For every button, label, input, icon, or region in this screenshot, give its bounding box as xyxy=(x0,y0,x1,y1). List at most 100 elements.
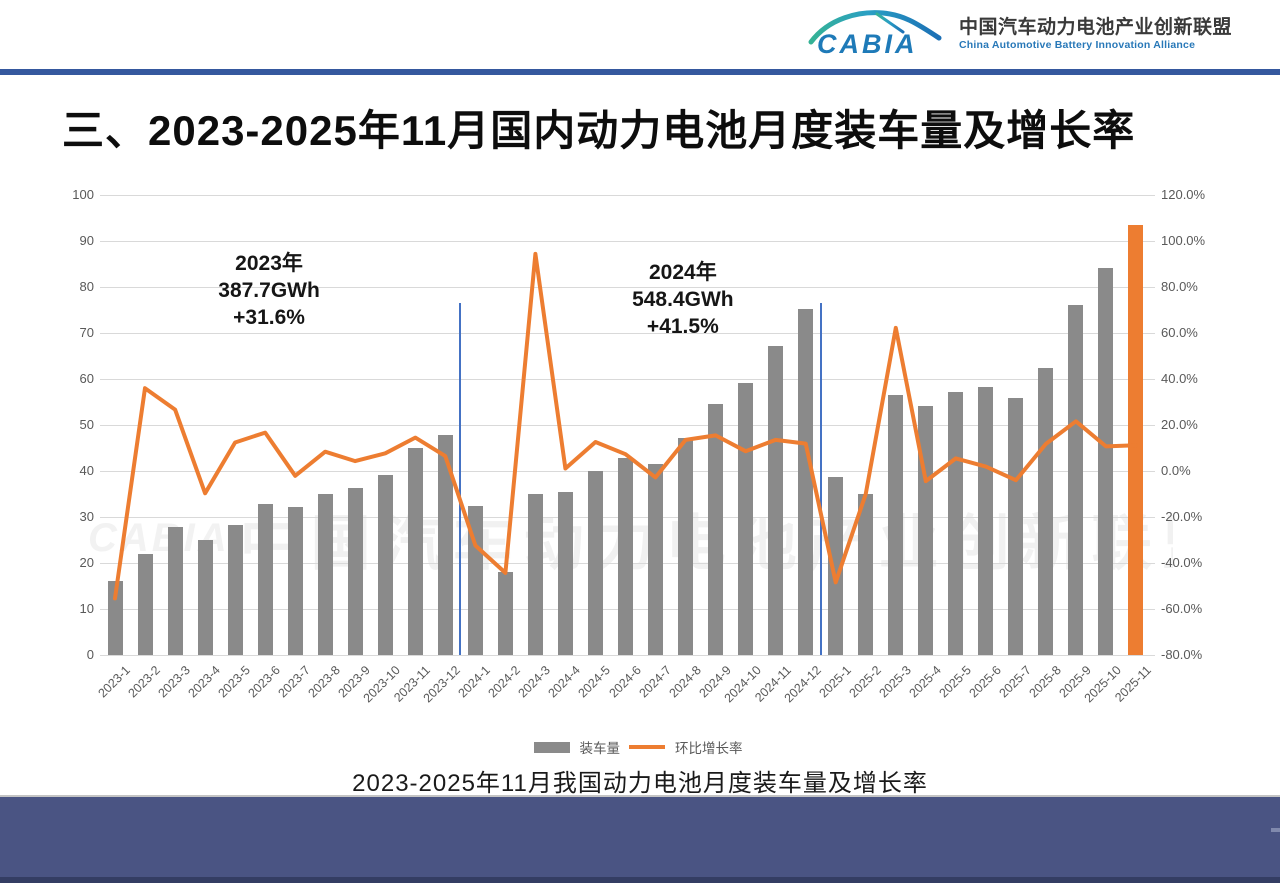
x-axis-label-2024-4: 2024-4 xyxy=(545,663,584,701)
x-axis-label-2025-2: 2025-2 xyxy=(846,663,884,701)
header-divider-rule xyxy=(0,69,1280,75)
bar-2024-9 xyxy=(708,404,724,655)
annotation-line: +31.6% xyxy=(233,306,305,330)
y-axis-right-label: -60.0% xyxy=(1161,601,1203,616)
x-axis-label-2024-3: 2024-3 xyxy=(515,663,554,701)
x-axis-label-2025-6: 2025-6 xyxy=(966,663,1004,701)
bar-2025-7 xyxy=(1008,397,1024,655)
bar-2025-1 xyxy=(828,476,844,655)
bar-2025-10 xyxy=(1098,268,1114,655)
bar-2024-11 xyxy=(768,345,784,655)
y-axis-left-label: 40 xyxy=(79,463,94,478)
y-axis-left-label: 20 xyxy=(79,555,94,570)
org-name-en: China Automotive Battery Innovation Alli… xyxy=(958,39,1196,52)
gridline xyxy=(100,378,1155,380)
y-axis-right-label: 20.0% xyxy=(1161,417,1198,432)
x-axis-label-2023-8: 2023-8 xyxy=(305,663,344,701)
y-axis-right-label: -20.0% xyxy=(1161,509,1203,524)
x-axis-label-2023-4: 2023-4 xyxy=(185,663,223,701)
legend-line-label: 环比增长率 xyxy=(675,741,743,756)
x-axis-label-2023-3: 2023-3 xyxy=(155,663,193,701)
legend-bar-swatch xyxy=(533,741,570,753)
annotation-line: 2023年 xyxy=(235,252,303,276)
header-logo-block: CABIA 中国汽车动力电池产业创新联盟 China Automotive Ba… xyxy=(807,6,1232,62)
bar-2023-4 xyxy=(197,539,213,655)
x-axis-label-2025-5: 2025-5 xyxy=(936,663,974,701)
bar-2025-6 xyxy=(978,387,994,655)
bar-2023-2 xyxy=(137,554,153,655)
y-axis-right-label: 80.0% xyxy=(1161,279,1198,294)
x-axis-label-2025-4: 2025-4 xyxy=(906,663,944,701)
bar-2025-4 xyxy=(918,406,934,655)
x-axis-label-2025-1: 2025-1 xyxy=(816,663,854,701)
chart-legend: 装车量 环比增长率 xyxy=(0,737,1280,757)
bar-2025-11 xyxy=(1128,224,1144,655)
chart-caption: 2023-2025年11月我国动力电池月度装车量及增长率 xyxy=(352,770,928,797)
bar-2023-6 xyxy=(257,503,273,655)
y-axis-right-label: 100.0% xyxy=(1161,233,1206,248)
bar-2024-1 xyxy=(467,506,483,655)
y-axis-right-label: -80.0% xyxy=(1161,647,1203,662)
y-axis-right-label: 0.0% xyxy=(1161,463,1191,478)
bar-2024-4 xyxy=(557,492,573,655)
y-axis-left-label: 30 xyxy=(79,509,94,524)
bar-2024-12 xyxy=(798,309,814,655)
bar-2025-5 xyxy=(948,392,964,655)
x-axis-label-2023-1: 2023-1 xyxy=(95,663,133,701)
gridline xyxy=(100,194,1155,196)
y-axis-left-label: 60 xyxy=(79,371,94,386)
x-axis-label-2025-8: 2025-8 xyxy=(1026,663,1064,701)
x-axis-label-2023-6: 2023-6 xyxy=(245,663,284,701)
y-axis-left-label: 100 xyxy=(72,187,94,202)
bar-2024-7 xyxy=(648,463,664,655)
bar-2024-8 xyxy=(678,437,694,655)
bar-2024-3 xyxy=(527,494,543,655)
footer-top-hairline xyxy=(0,795,1280,797)
bar-2023-10 xyxy=(377,474,393,655)
x-axis-label-2024-8: 2024-8 xyxy=(666,663,704,701)
legend-bar-label: 装车量 xyxy=(579,741,621,756)
x-axis-label-2024-7: 2024-7 xyxy=(635,663,674,701)
bar-2025-9 xyxy=(1068,305,1084,655)
org-names: 中国汽车动力电池产业创新联盟 China Automotive Battery … xyxy=(959,16,1232,53)
annotation-line: 548.4GWh xyxy=(632,288,734,312)
bar-2023-11 xyxy=(407,448,423,655)
legend-line-swatch xyxy=(629,745,665,749)
bar-2023-9 xyxy=(347,487,363,655)
y-axis-right-label: -40.0% xyxy=(1161,555,1203,570)
x-axis-label-2025-3: 2025-3 xyxy=(876,663,914,701)
bar-2023-3 xyxy=(167,527,183,655)
y-axis-right-label: 120.0% xyxy=(1161,187,1206,202)
bar-2023-1 xyxy=(107,580,123,655)
bar-2024-6 xyxy=(618,458,633,655)
gridline xyxy=(100,332,1155,334)
annotation-2024年: 2024年 548.4GWh +41.5% xyxy=(632,259,734,340)
x-axis-label-2023-5: 2023-5 xyxy=(215,663,254,701)
year-divider-after-2024-12 xyxy=(819,303,822,655)
annotation-2023年: 2023年 387.7GWh +31.6% xyxy=(218,250,320,331)
y-axis-left-label: 90 xyxy=(79,233,94,248)
bar-2023-12 xyxy=(437,435,453,655)
bar-2025-2 xyxy=(858,494,874,655)
bar-2023-8 xyxy=(317,494,333,655)
bar-2024-5 xyxy=(587,471,603,655)
y-axis-left-label: 70 xyxy=(79,325,94,340)
y-axis-left-label: 50 xyxy=(79,417,94,432)
page-title: 三、2023-2025年11月国内动力电池月度装车量及增长率 xyxy=(62,107,1136,154)
x-axis-label-2024-1: 2024-1 xyxy=(455,663,494,701)
footer-bar xyxy=(0,797,1280,883)
bar-2025-3 xyxy=(888,394,904,655)
gridline xyxy=(100,654,1155,656)
annotation-line: 2024年 xyxy=(648,261,717,285)
cabia-logo: CABIA xyxy=(807,6,945,62)
year-divider-after-2023-12 xyxy=(459,303,462,655)
annotation-line: +41.5% xyxy=(646,315,719,339)
y-axis-right-label: 60.0% xyxy=(1161,325,1198,340)
annotation-line: 387.7GWh xyxy=(218,279,320,303)
x-axis-label-2024-2: 2024-2 xyxy=(485,663,524,701)
cabia-swoosh-icon xyxy=(808,10,942,45)
footer-bottom-strip xyxy=(0,877,1280,883)
y-axis-right-label: 40.0% xyxy=(1161,371,1198,386)
x-axis-label-2024-5: 2024-5 xyxy=(575,663,614,701)
bar-2023-5 xyxy=(227,525,243,655)
